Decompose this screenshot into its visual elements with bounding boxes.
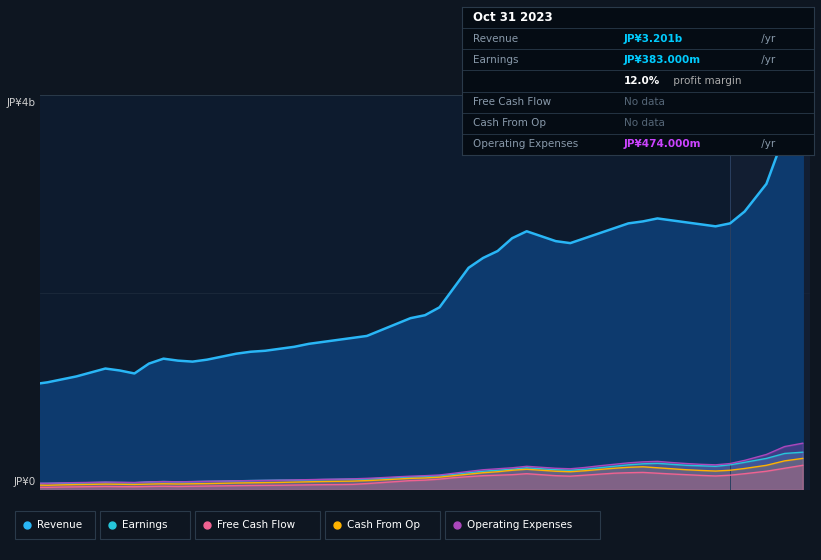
Text: /yr: /yr [758, 139, 775, 150]
FancyBboxPatch shape [195, 511, 320, 539]
FancyBboxPatch shape [445, 511, 600, 539]
Text: JP¥0: JP¥0 [14, 477, 36, 487]
Text: Free Cash Flow: Free Cash Flow [217, 520, 295, 530]
FancyBboxPatch shape [325, 511, 440, 539]
Text: Operating Expenses: Operating Expenses [467, 520, 572, 530]
Text: Free Cash Flow: Free Cash Flow [473, 97, 551, 107]
Text: Revenue: Revenue [37, 520, 82, 530]
Text: JP¥4b: JP¥4b [7, 98, 36, 108]
Text: No data: No data [624, 97, 665, 107]
FancyBboxPatch shape [15, 511, 95, 539]
Text: Earnings: Earnings [473, 55, 518, 65]
Text: JP¥383.000m: JP¥383.000m [624, 55, 701, 65]
Text: Cash From Op: Cash From Op [473, 118, 546, 128]
Text: Operating Expenses: Operating Expenses [473, 139, 578, 150]
Text: JP¥3.201b: JP¥3.201b [624, 34, 683, 44]
FancyBboxPatch shape [100, 511, 190, 539]
Bar [730, 95, 810, 490]
Text: Revenue: Revenue [473, 34, 518, 44]
Text: /yr: /yr [758, 55, 775, 65]
Text: Oct 31 2023: Oct 31 2023 [473, 11, 553, 24]
Text: Earnings: Earnings [122, 520, 167, 530]
Text: /yr: /yr [758, 34, 775, 44]
Text: 12.0%: 12.0% [624, 76, 660, 86]
Text: profit margin: profit margin [670, 76, 741, 86]
Text: JP¥474.000m: JP¥474.000m [624, 139, 701, 150]
Text: No data: No data [624, 118, 665, 128]
Text: Cash From Op: Cash From Op [347, 520, 420, 530]
